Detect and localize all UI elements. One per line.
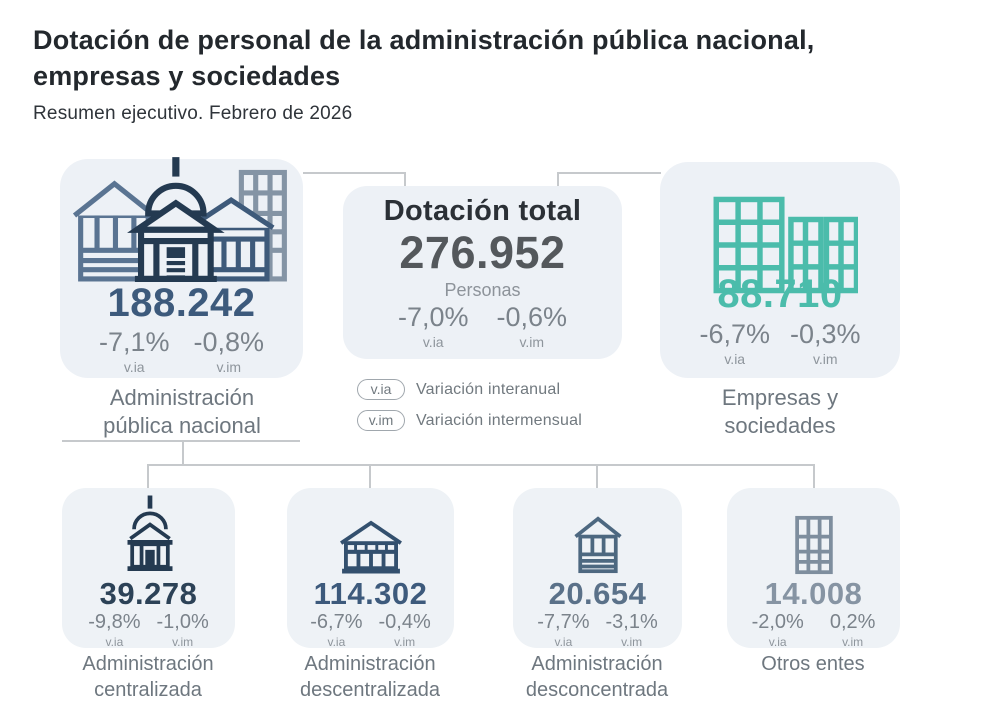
via-tag: v.ia: [422, 334, 444, 350]
vim-tag: v.im: [172, 635, 194, 649]
empresas-value: 88.710: [717, 272, 843, 316]
centralizada-label: Administración centralizada: [82, 653, 214, 701]
desconcentrada-via-value: -7,7%: [537, 611, 590, 633]
via-tag: v.ia: [554, 635, 573, 649]
vim-tag: v.im: [621, 635, 643, 649]
otros-entes-label: Otros entes: [761, 653, 865, 675]
total-title: Dotación total: [383, 195, 582, 227]
page-subtitle: Resumen ejecutivo. Febrero de 2026: [33, 103, 353, 124]
government-buildings-skyline-icon: [72, 157, 287, 282]
descentralizada-label: Administración descentralizada: [299, 653, 441, 701]
total-value: 276.952: [399, 227, 566, 278]
connector-left-horizontal: [303, 172, 406, 174]
card-empresas-sociedades: 88.710 -6,7% v.ia -0,3% v.im: [660, 162, 900, 378]
apn-vim-value: -0,8%: [193, 327, 265, 357]
empresas-via-value: -6,7%: [699, 319, 770, 349]
capitol-building-icon: [127, 495, 173, 571]
connector-right-horizontal: [557, 172, 661, 174]
total-vim-value: -0,6%: [496, 302, 568, 332]
desconcentrada-label: Administración desconcentrada: [525, 653, 669, 701]
card-administracion-centralizada: 39.278 -9,8% v.ia -1,0% v.im: [62, 488, 235, 649]
via-tag-pill: v.ia: [357, 379, 405, 400]
card-administracion-publica-nacional: 188.242 -7,1% v.ia -0,8% v.im: [60, 157, 303, 378]
tree-drop-2: [369, 464, 371, 488]
connector-left-vertical: [404, 172, 406, 189]
via-tag: v.ia: [768, 635, 787, 649]
centralizada-via-value: -9,8%: [88, 611, 141, 633]
total-via-value: -7,0%: [397, 302, 469, 332]
descentralizada-via-value: -6,7%: [310, 611, 363, 633]
card-administracion-desconcentrada: 20.654 -7,7% v.ia -3,1% v.im: [513, 488, 682, 649]
desconcentrada-value: 20.654: [548, 576, 647, 611]
card-administracion-descentralizada: 114.302 -6,7% v.ia -0,4% v.im: [287, 488, 454, 649]
otros-entes-vim-value: 0,2%: [829, 611, 876, 633]
apn-via-value: -7,1%: [98, 327, 170, 357]
tree-drop-1: [147, 464, 149, 488]
office-buildings-icon: [713, 196, 858, 294]
via-tag: v.ia: [724, 351, 746, 367]
otros-entes-value: 14.008: [764, 576, 863, 611]
vim-tag: v.im: [394, 635, 416, 649]
vim-tag-pill: v.im: [357, 410, 405, 431]
desconcentrada-vim-value: -3,1%: [605, 611, 658, 633]
tree-drop-3: [596, 464, 598, 488]
centralizada-vim-value: -1,0%: [156, 611, 209, 633]
card-otros-entes: 14.008 -2,0% v.ia 0,2% v.im: [727, 488, 900, 649]
vim-tag: v.im: [216, 359, 242, 375]
tree-parent-underline: [62, 440, 300, 442]
descentralizada-value: 114.302: [313, 576, 428, 611]
legend-row-via: v.ia Variación interanual: [357, 379, 560, 400]
via-tag: v.ia: [327, 635, 346, 649]
empresas-label: Empresas y sociedades: [721, 385, 839, 439]
tall-building-icon: [795, 515, 833, 575]
connector-right-vertical: [557, 172, 559, 189]
page-title: Dotación de personal de la administració…: [33, 25, 815, 92]
empresas-vim-value: -0,3%: [790, 319, 861, 349]
legend-row-vim: v.im Variación intermensual: [357, 410, 582, 431]
pediment-building-icon: [340, 520, 402, 574]
tree-branch-horizontal: [147, 464, 815, 466]
otros-entes-via-value: -2,0%: [751, 611, 804, 633]
vim-tag: v.im: [519, 334, 545, 350]
house-building-icon: [574, 516, 622, 574]
apn-label: Administración pública nacional: [103, 385, 261, 439]
apn-value: 188.242: [107, 281, 256, 325]
descentralizada-vim-value: -0,4%: [378, 611, 431, 633]
total-unit: Personas: [444, 280, 521, 300]
vim-tag: v.im: [842, 635, 864, 649]
tree-drop-4: [813, 464, 815, 488]
vim-tag: v.im: [812, 351, 838, 367]
via-legend-label: Variación interanual: [416, 380, 561, 398]
card-dotacion-total: Dotación total 276.952 Personas -7,0% v.…: [343, 186, 622, 359]
tree-parent-stem: [182, 440, 184, 466]
via-tag: v.ia: [105, 635, 124, 649]
via-tag: v.ia: [123, 359, 145, 375]
centralizada-value: 39.278: [99, 576, 198, 611]
vim-legend-label: Variación intermensual: [416, 411, 582, 429]
